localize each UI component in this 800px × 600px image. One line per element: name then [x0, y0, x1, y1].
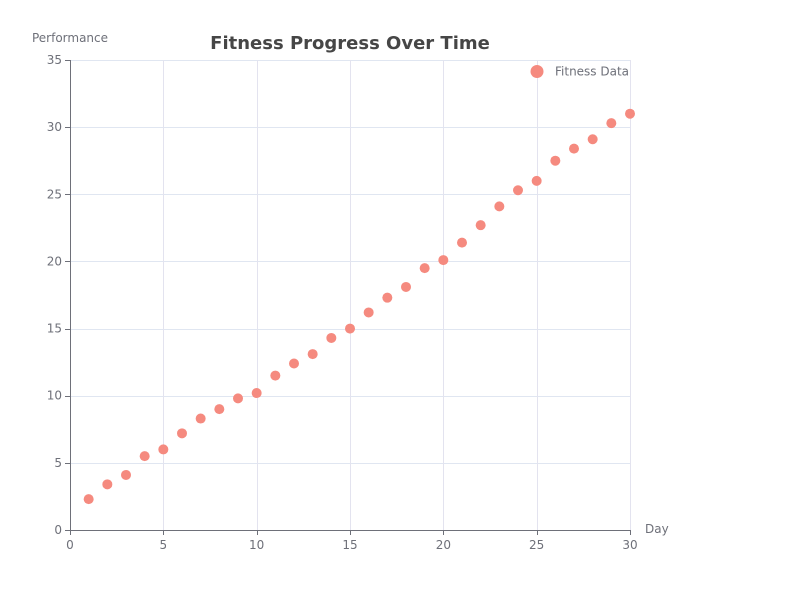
points-layer: [83, 108, 635, 505]
data-point: [569, 143, 579, 154]
data-point: [382, 292, 393, 303]
legend-label: Fitness Data: [555, 65, 629, 79]
x-tick-label: 30: [622, 538, 637, 552]
data-point: [625, 108, 635, 119]
data-point: [214, 404, 225, 415]
legend[interactable]: Fitness Data: [530, 65, 630, 79]
x-tick-label: 25: [529, 538, 544, 552]
legend-marker-icon: [530, 65, 544, 78]
y-tick-label: 30: [47, 120, 62, 134]
data-point: [233, 393, 243, 404]
y-tick-label: 15: [47, 322, 62, 336]
data-point: [289, 358, 299, 369]
y-tick-label: 20: [47, 254, 62, 268]
data-point: [363, 307, 374, 318]
y-tick-label: 25: [47, 187, 62, 201]
x-tick-label: 5: [160, 538, 168, 552]
y-tick-label: 5: [54, 456, 62, 470]
data-point: [121, 469, 131, 480]
grid-layer: [70, 60, 631, 530]
data-point: [270, 370, 281, 381]
data-point: [195, 413, 206, 424]
data-point: [177, 428, 187, 439]
data-point: [251, 388, 262, 399]
data-point: [475, 220, 486, 231]
data-point: [158, 444, 169, 455]
data-point: [326, 332, 337, 343]
y-tick-label: 35: [47, 53, 62, 67]
data-point: [438, 255, 449, 266]
data-point: [83, 494, 94, 505]
data-point: [401, 281, 411, 292]
data-point: [345, 323, 355, 334]
y-axis-title: Performance: [32, 31, 108, 45]
x-tick-label: 0: [66, 538, 74, 552]
x-tick-label: 10: [249, 538, 264, 552]
y-tick-label: 10: [47, 389, 62, 403]
x-axis-title: Day: [645, 522, 669, 536]
data-point: [606, 118, 617, 129]
data-point: [587, 134, 598, 145]
axis-layer: 0 5 10 15 20 25 30 35 0 5 10 15 20 25 30: [47, 53, 638, 552]
data-point: [494, 201, 505, 212]
data-point: [307, 349, 318, 360]
data-point: [531, 175, 542, 186]
x-tick-label: 20: [436, 538, 451, 552]
y-tick-label: 0: [54, 523, 62, 537]
data-point: [513, 185, 523, 196]
data-point: [139, 451, 150, 462]
data-point: [550, 155, 561, 166]
chart-title: Fitness Progress Over Time: [210, 33, 490, 54]
data-point: [102, 479, 113, 490]
data-point: [457, 237, 467, 248]
data-point: [419, 263, 430, 274]
x-tick-label: 15: [342, 538, 357, 552]
